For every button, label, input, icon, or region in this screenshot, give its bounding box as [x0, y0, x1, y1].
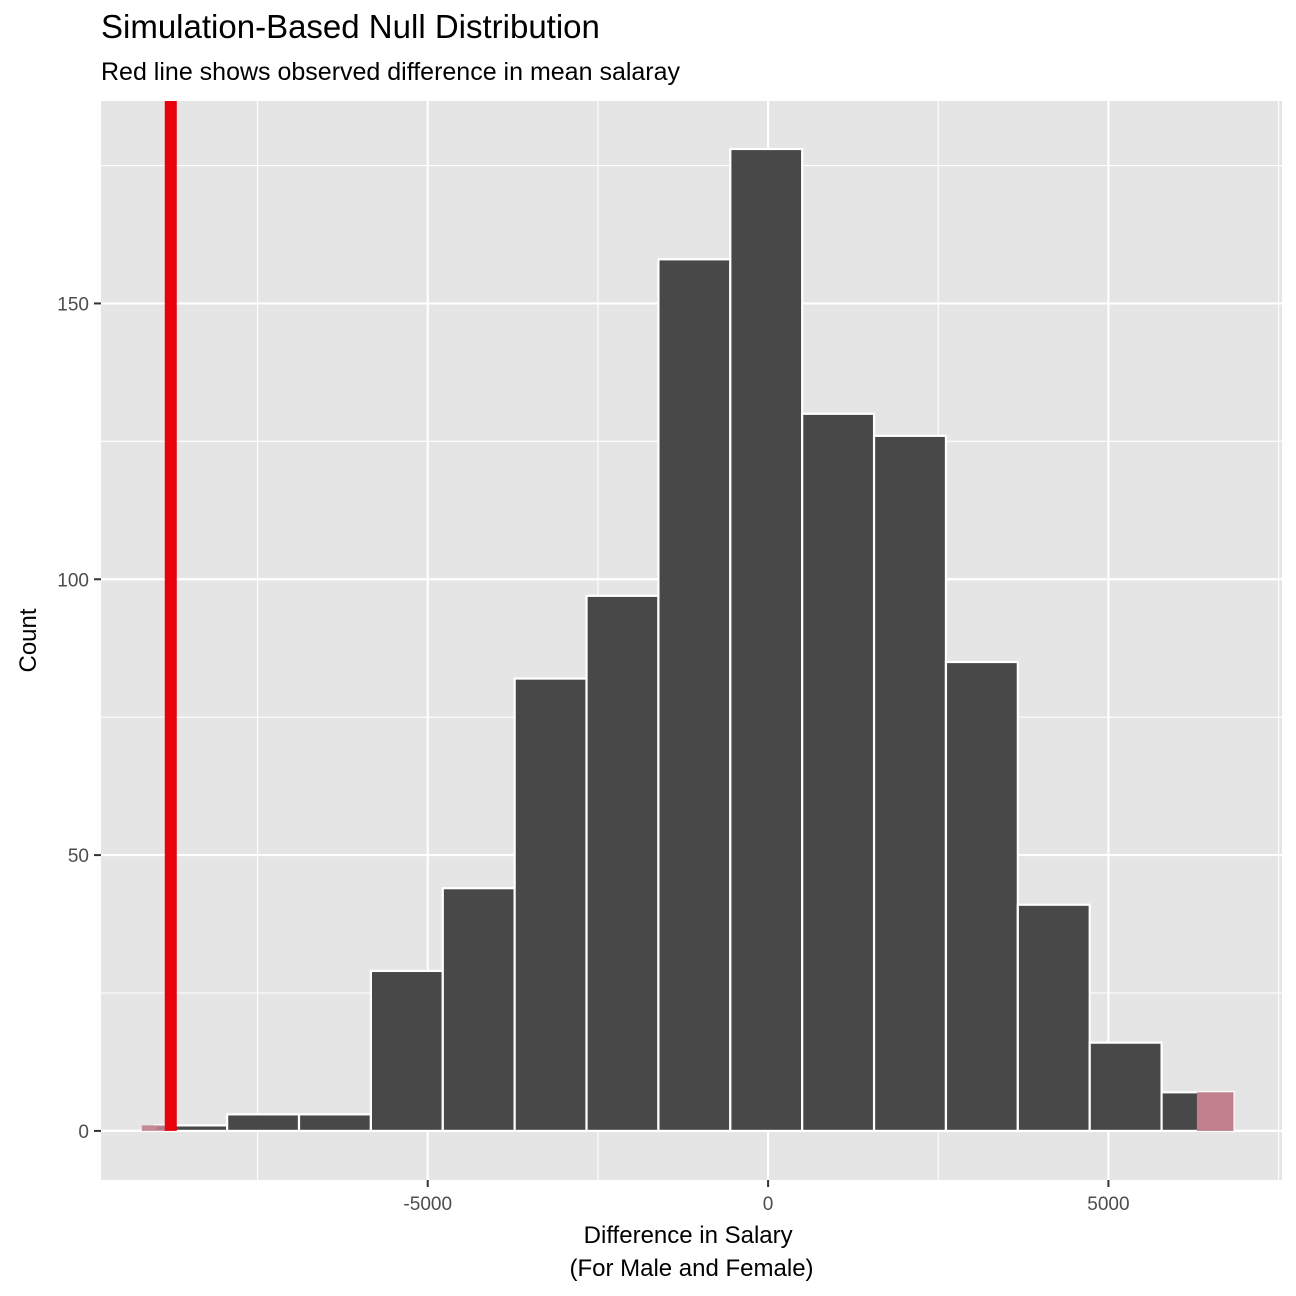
histogram-bar [369, 969, 444, 1133]
y-tick-label: 0 [78, 1122, 89, 1143]
x-tick-label: 0 [763, 1194, 774, 1215]
histogram-bar [801, 412, 876, 1133]
shaded-region-right [1196, 1092, 1234, 1131]
y-tick-label: 100 [57, 570, 89, 591]
shaded-region-left [141, 1125, 171, 1131]
histogram-bar [944, 660, 1019, 1133]
x-axis-title-line-1: Difference in Salary [584, 1222, 793, 1249]
x-tick-label: -5000 [403, 1194, 452, 1215]
histogram-bar [1016, 903, 1091, 1133]
x-axis-ticks: -5000 0 5000 [403, 1180, 1130, 1215]
y-tick-label: 150 [57, 294, 89, 315]
y-axis-title: Count [15, 608, 42, 672]
shaded-tail-regions [141, 1092, 1234, 1131]
histogram-bar [585, 594, 660, 1133]
histogram-bars [154, 147, 1235, 1133]
y-tick-label: 50 [68, 846, 89, 867]
histogram-bar [441, 887, 516, 1133]
x-tick-label: 5000 [1087, 1194, 1129, 1215]
x-axis-title: Difference in Salary (For Male and Femal… [569, 1222, 813, 1282]
histogram-bar [729, 147, 804, 1133]
histogram-bar [872, 434, 948, 1133]
chart-title: Simulation-Based Null Distribution [101, 8, 600, 45]
histogram-bar [226, 1113, 301, 1133]
y-axis-ticks: 0 50 100 150 [57, 294, 101, 1143]
histogram-bar [1088, 1041, 1163, 1133]
x-axis-title-line-2: (For Male and Female) [569, 1255, 813, 1282]
histogram-bar [513, 677, 588, 1133]
chart-subtitle: Red line shows observed difference in me… [101, 58, 681, 86]
histogram-bar [657, 258, 732, 1133]
histogram-bar [297, 1113, 372, 1133]
